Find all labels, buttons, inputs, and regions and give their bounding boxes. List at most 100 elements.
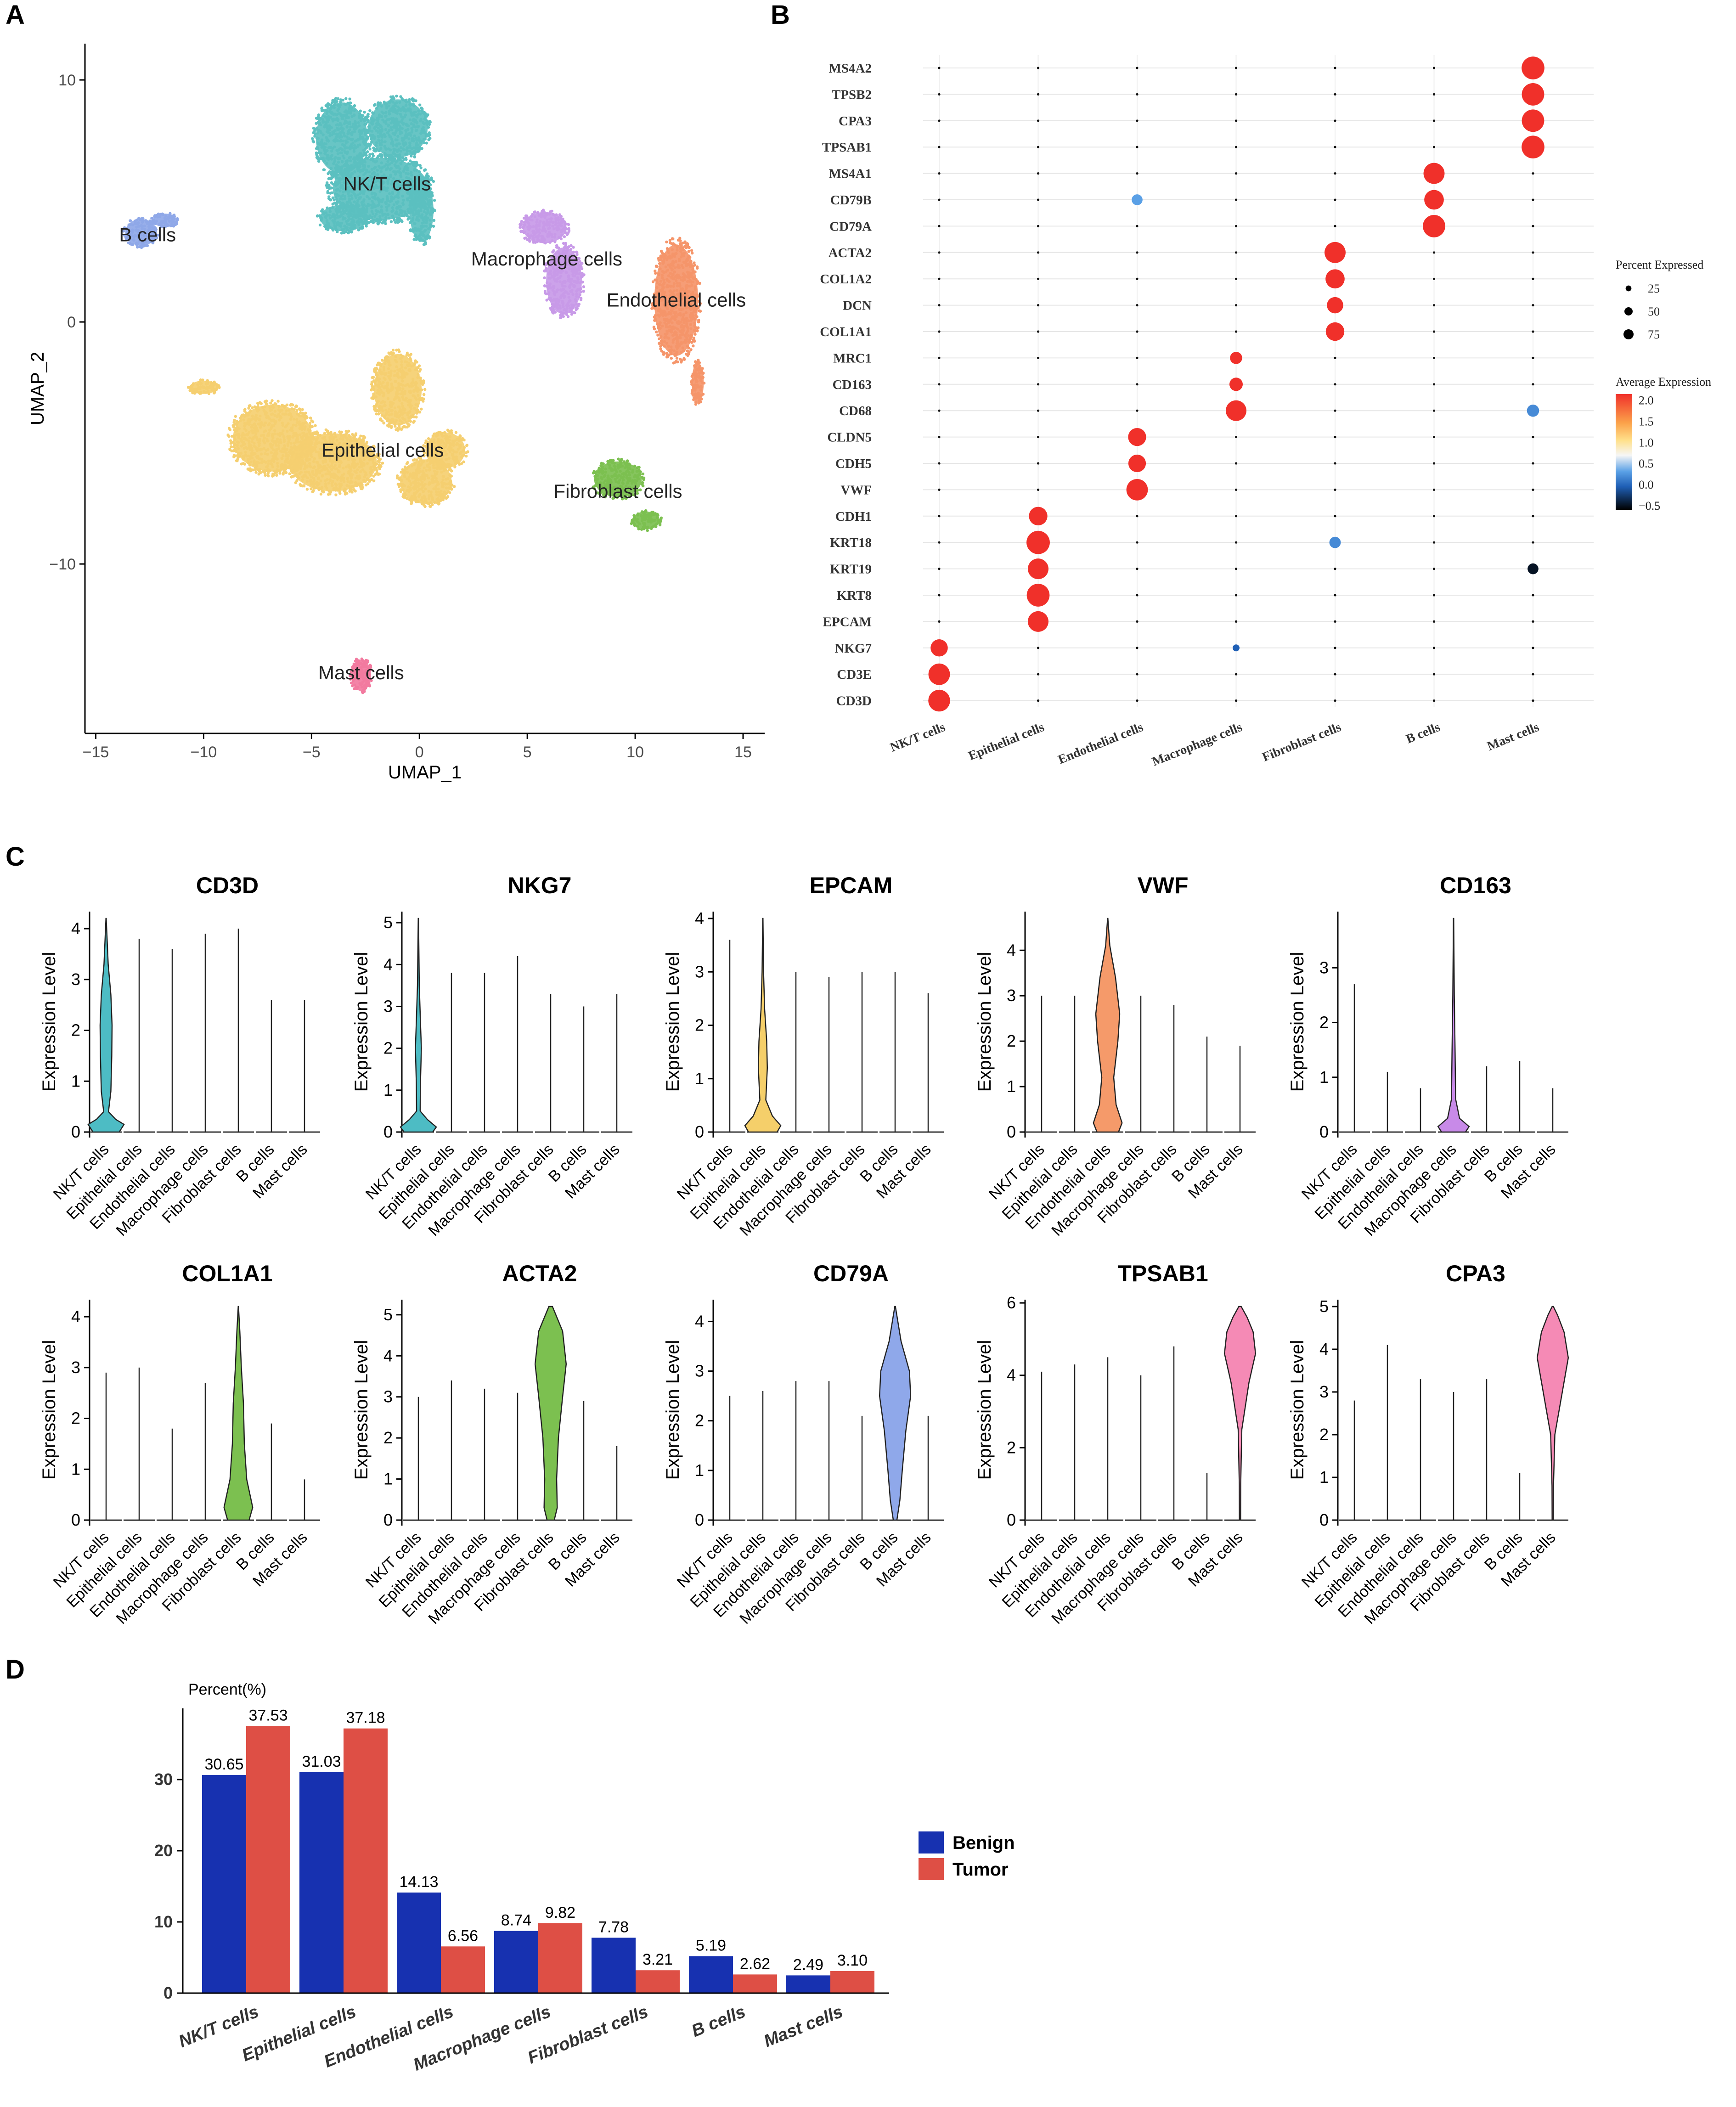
umap-point xyxy=(679,333,682,337)
umap-point xyxy=(359,484,362,488)
umap-point xyxy=(670,351,673,355)
umap-point xyxy=(310,483,313,486)
umap-point xyxy=(676,248,679,252)
umap-point xyxy=(329,107,332,111)
umap-point xyxy=(400,131,404,135)
umap-point xyxy=(341,117,345,120)
umap-point xyxy=(581,281,584,284)
umap-point xyxy=(693,325,697,328)
umap-point xyxy=(692,394,695,397)
umap-point xyxy=(389,167,393,170)
umap-point xyxy=(389,95,393,99)
umap-point xyxy=(671,321,674,325)
umap-point xyxy=(323,149,327,152)
umap-point xyxy=(302,412,305,415)
umap-point xyxy=(379,101,382,105)
umap-point xyxy=(415,114,418,117)
umap-point xyxy=(376,173,379,176)
umap-point xyxy=(238,455,242,458)
umap-point xyxy=(685,246,688,249)
umap-point xyxy=(315,153,318,157)
umap-point xyxy=(253,460,256,464)
umap-point xyxy=(349,472,352,475)
umap-point xyxy=(686,242,689,246)
umap-point xyxy=(383,155,387,158)
umap-point xyxy=(544,214,547,218)
umap-point xyxy=(369,143,372,146)
umap-point xyxy=(423,168,427,171)
umap-point xyxy=(579,287,582,291)
umap-point xyxy=(558,299,561,302)
umap-point xyxy=(331,130,334,134)
umap-point xyxy=(299,447,302,451)
umap-point xyxy=(525,215,528,219)
umap-point xyxy=(542,241,546,244)
umap-point xyxy=(327,116,330,120)
umap-point xyxy=(290,429,293,432)
umap-point xyxy=(341,139,344,143)
umap-point xyxy=(275,447,278,451)
umap-point xyxy=(378,217,382,220)
umap-point xyxy=(356,143,360,147)
umap-point xyxy=(563,225,567,228)
umap-point xyxy=(352,215,355,219)
umap-point xyxy=(295,456,298,459)
umap-point xyxy=(272,452,276,456)
umap-point xyxy=(129,219,132,223)
umap-point xyxy=(538,228,541,231)
umap-point xyxy=(688,284,692,288)
umap-point xyxy=(321,120,325,123)
umap-point xyxy=(565,307,569,310)
umap-point xyxy=(693,264,696,267)
umap-point xyxy=(412,203,416,207)
umap-point xyxy=(310,437,313,440)
umap-point xyxy=(352,113,356,117)
umap-point xyxy=(278,432,282,435)
umap-point xyxy=(170,220,174,223)
umap-point xyxy=(384,122,388,125)
umap-point xyxy=(378,201,381,204)
umap-point xyxy=(295,418,299,421)
umap-point xyxy=(394,138,397,141)
umap-point xyxy=(415,162,419,166)
umap-point xyxy=(311,490,314,493)
umap-point xyxy=(375,210,378,214)
umap-point xyxy=(269,442,272,445)
umap-point xyxy=(404,113,407,117)
umap-point xyxy=(670,255,674,259)
umap-point xyxy=(370,219,374,223)
umap-point xyxy=(167,216,170,220)
umap-point xyxy=(412,208,415,212)
umap-point xyxy=(530,214,533,218)
umap-point xyxy=(372,167,376,170)
umap-point xyxy=(410,122,413,125)
umap-point xyxy=(569,306,572,310)
umap-point xyxy=(409,211,412,214)
umap-point xyxy=(327,214,331,217)
umap-point xyxy=(318,223,322,227)
umap-point xyxy=(239,419,242,423)
umap-point xyxy=(243,462,247,466)
umap-point xyxy=(377,126,380,130)
umap-point xyxy=(324,108,328,112)
umap-point xyxy=(282,473,285,476)
umap-point xyxy=(333,432,336,436)
umap-point xyxy=(420,140,423,143)
umap-point xyxy=(340,228,344,231)
umap-point xyxy=(658,337,661,340)
umap-point xyxy=(368,147,372,151)
umap-point xyxy=(338,122,342,125)
umap-point xyxy=(350,115,354,118)
umap-point xyxy=(264,405,267,408)
umap-point xyxy=(348,105,352,108)
umap-point xyxy=(295,445,299,449)
umap-point xyxy=(679,239,682,242)
umap-point xyxy=(327,223,331,227)
umap-point xyxy=(259,424,263,427)
umap-point xyxy=(387,216,391,220)
umap-point xyxy=(574,298,577,301)
umap-point xyxy=(408,159,412,163)
umap-point xyxy=(332,162,335,165)
umap-point xyxy=(391,209,395,212)
umap-point xyxy=(665,342,669,345)
